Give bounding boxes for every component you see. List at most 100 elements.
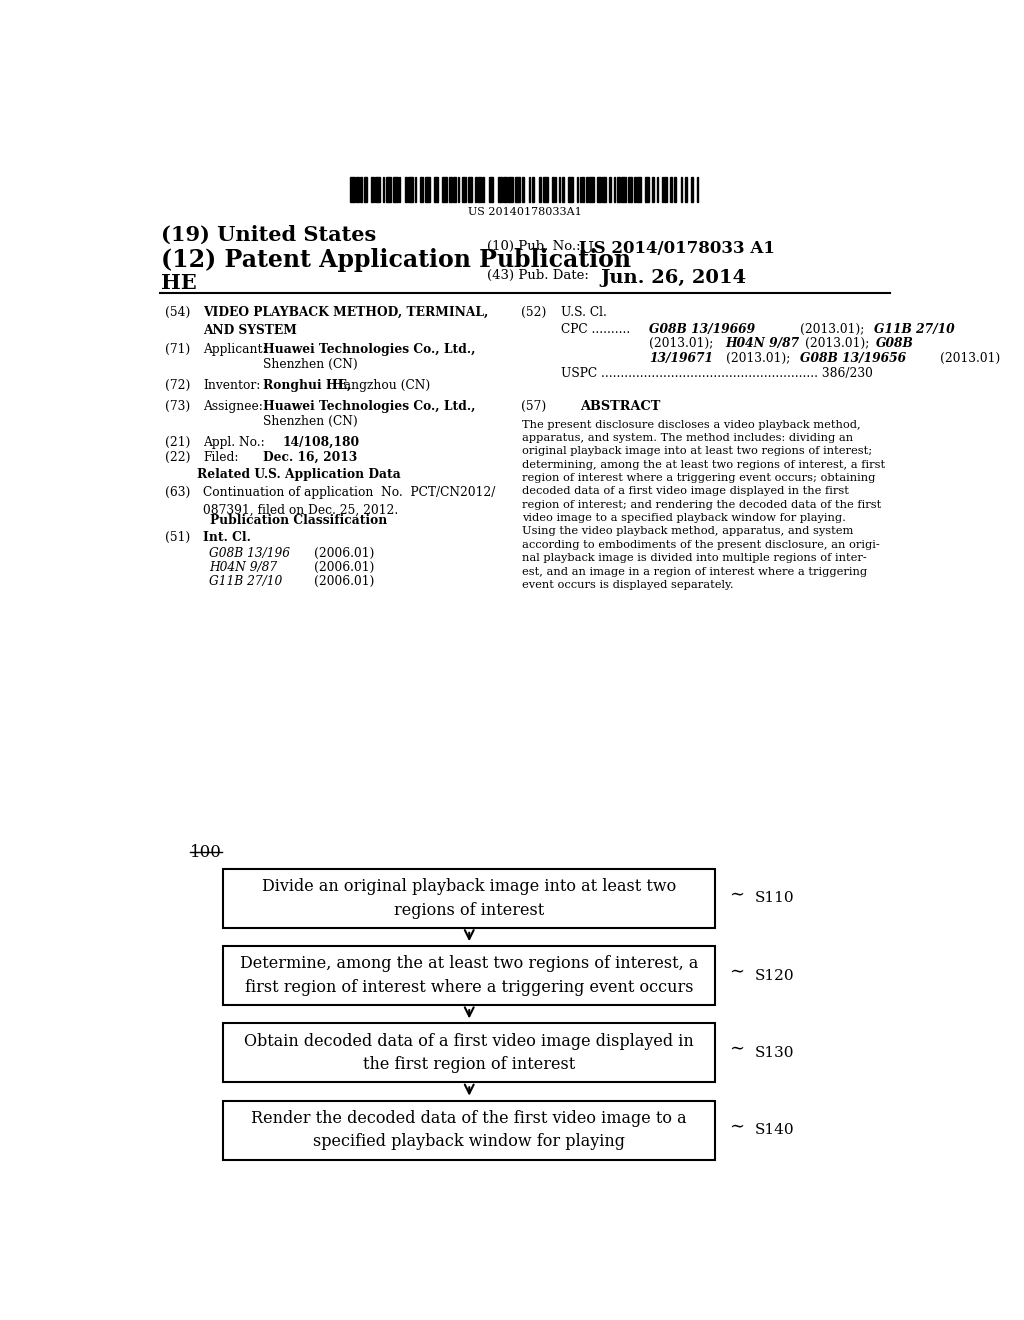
Text: (57): (57) [521,400,546,413]
Bar [553,177,554,202]
Bar [568,177,572,202]
Bar [415,177,417,202]
Bar [434,177,438,202]
Text: Divide an original playback image into at least two
regions of interest: Divide an original playback image into a… [262,878,677,919]
Text: Dec. 16, 2013: Dec. 16, 2013 [263,451,357,465]
Bar [375,177,380,202]
Text: G08B: G08B [877,338,914,350]
Bar [637,177,641,202]
Text: (54): (54) [165,306,189,318]
Text: Shenzhen (CN): Shenzhen (CN) [263,414,357,428]
Bar [559,177,560,202]
Text: Ronghui HE,: Ronghui HE, [263,379,351,392]
Text: (73): (73) [165,400,189,413]
Bar [674,177,676,202]
Bar [360,177,361,202]
Text: Render the decoded data of the first video image to a
specified playback window : Render the decoded data of the first vid… [252,1110,687,1150]
Bar [609,177,610,202]
Text: ∼: ∼ [729,1040,744,1057]
Bar [350,177,354,202]
Bar [628,177,632,202]
Bar [697,177,698,202]
Bar [562,177,564,202]
Text: (22): (22) [165,451,190,465]
Bar [635,177,636,202]
Bar [662,177,664,202]
Text: (71): (71) [165,343,189,356]
Bar [468,177,472,202]
Text: U.S. Cl.: U.S. Cl. [560,306,606,318]
Text: 13/19671: 13/19671 [649,351,714,364]
Bar [420,177,423,202]
Text: (2013.01): (2013.01) [940,351,1000,364]
Text: (19) United States: (19) United States [162,224,377,244]
Bar [617,177,620,202]
Text: Applicant:: Applicant: [204,343,267,356]
Bar [665,177,667,202]
Bar [597,177,600,202]
Bar [449,177,452,202]
Text: Appl. No.:: Appl. No.: [204,436,265,449]
Text: US 20140178033A1: US 20140178033A1 [468,207,582,218]
Text: Related U.S. Application Data: Related U.S. Application Data [197,469,400,482]
Bar [589,177,594,202]
Bar [515,177,520,202]
Text: Hangzhou (CN): Hangzhou (CN) [333,379,430,392]
Text: (2006.01): (2006.01) [314,561,375,574]
Bar [462,177,466,202]
Text: US 2014/0178033 A1: US 2014/0178033 A1 [579,240,774,256]
Bar [581,177,582,202]
Text: (2013.01);: (2013.01); [800,323,864,337]
Text: Int. Cl.: Int. Cl. [204,532,251,544]
Text: USPC ........................................................ 386/230: USPC ...................................… [560,367,872,380]
Bar [539,177,542,202]
Bar [453,177,457,202]
Text: H04N 9/87: H04N 9/87 [726,338,800,350]
Text: Obtain decoded data of a first video image displayed in
the first region of inte: Obtain decoded data of a first video ima… [245,1032,694,1073]
Bar [544,177,548,202]
Bar [645,177,648,202]
Text: (2006.01): (2006.01) [314,546,375,560]
Text: Assignee:: Assignee: [204,400,263,413]
Bar [622,177,626,202]
Text: S140: S140 [755,1123,795,1137]
Text: Jun. 26, 2014: Jun. 26, 2014 [600,269,746,288]
Text: (52): (52) [521,306,546,318]
Text: Continuation of application  No.  PCT/CN2012/
087391, filed on Dec. 25, 2012.: Continuation of application No. PCT/CN20… [204,486,496,516]
Text: HE: HE [162,273,197,293]
Bar [681,177,682,202]
Text: ∼: ∼ [729,886,744,903]
Bar [657,177,658,202]
Text: 14/108,180: 14/108,180 [283,436,359,449]
Text: (10) Pub. No.:: (10) Pub. No.: [486,240,581,252]
Bar [578,177,579,202]
Bar [555,177,556,202]
Text: Inventor:: Inventor: [204,379,261,392]
Bar [442,177,446,202]
Text: G08B 13/19656: G08B 13/19656 [800,351,906,364]
Bar [498,177,502,202]
Bar [532,177,535,202]
Bar [406,177,408,202]
FancyBboxPatch shape [223,1101,715,1159]
Bar [583,177,584,202]
Text: ABSTRACT: ABSTRACT [580,400,660,413]
Text: (43) Pub. Date:: (43) Pub. Date: [486,269,589,282]
Text: The present disclosure discloses a video playback method,
apparatus, and system.: The present disclosure discloses a video… [522,420,886,590]
Text: G08B 13/196: G08B 13/196 [209,546,290,560]
Text: S110: S110 [755,891,795,906]
FancyBboxPatch shape [223,946,715,1005]
Text: (2013.01);: (2013.01); [649,338,714,350]
Bar [478,177,480,202]
Text: H04N 9/87: H04N 9/87 [209,561,278,574]
Bar [458,177,459,202]
Bar [652,177,653,202]
Bar [670,177,672,202]
Text: (72): (72) [165,379,189,392]
Bar [383,177,384,202]
FancyBboxPatch shape [223,1023,715,1082]
Text: Determine, among the at least two regions of interest, a
first region of interes: Determine, among the at least two region… [240,956,698,995]
Bar [504,177,507,202]
Bar [386,177,391,202]
Bar [685,177,687,202]
